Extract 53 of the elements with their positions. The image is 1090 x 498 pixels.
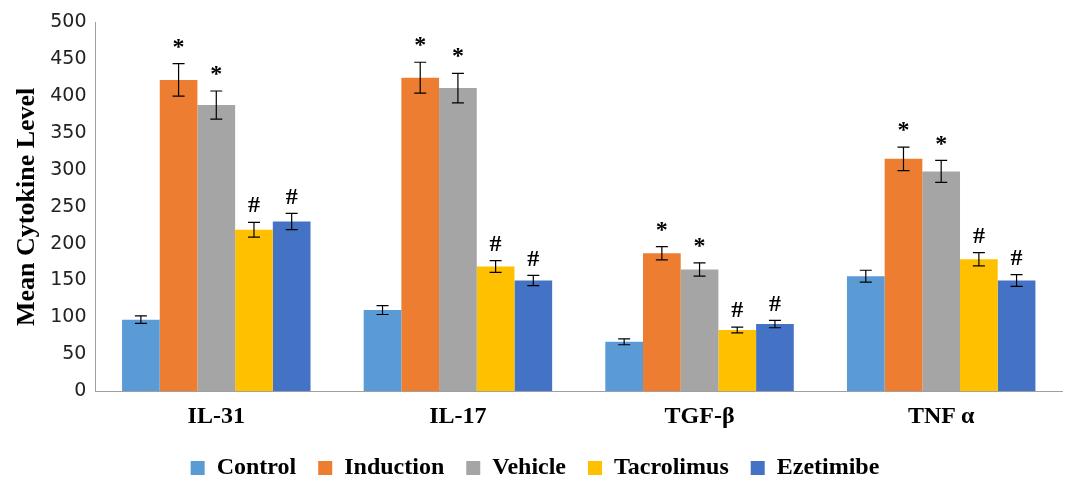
x-tick-label: IL-31 [187, 401, 245, 428]
y-tick-label: 250 [50, 193, 87, 216]
legend-label: Tacrolimus [614, 453, 729, 480]
data-label: # [731, 296, 744, 323]
bar [756, 324, 794, 392]
bar [514, 280, 553, 392]
bar [605, 341, 644, 392]
data-label: # [768, 289, 781, 316]
bar [884, 158, 923, 392]
data-label: * [693, 232, 706, 259]
bar [997, 280, 1036, 392]
data-label: # [489, 229, 502, 256]
y-tick-label: 150 [50, 267, 87, 290]
y-tick-label: 350 [50, 119, 87, 142]
bar [401, 77, 440, 392]
data-label: * [655, 215, 668, 242]
data-label: * [172, 32, 185, 59]
bar [122, 319, 160, 392]
bar [718, 329, 757, 392]
legend-label: Control [216, 453, 297, 480]
y-tick-label: 500 [50, 9, 87, 32]
legend-label: Vehicle [492, 453, 567, 480]
data-label: # [1010, 243, 1023, 270]
data-label: * [451, 42, 464, 69]
data-label: * [210, 60, 223, 87]
bar [159, 79, 198, 392]
y-tick-label: 200 [50, 230, 87, 253]
data-label: * [414, 31, 427, 58]
y-tick-label: 50 [62, 341, 87, 364]
bar [846, 276, 885, 392]
data-label: # [527, 244, 540, 271]
bar [643, 253, 681, 392]
y-tick-label: 400 [50, 83, 87, 106]
data-label: # [972, 221, 985, 248]
data-label: # [247, 191, 260, 218]
legend-label: Ezetimibe [776, 453, 880, 480]
y-tick-label: 100 [50, 304, 87, 327]
y-tick-label: 450 [50, 46, 87, 69]
y-axis-title: Mean Cytokine Level [11, 87, 41, 326]
bar [272, 221, 311, 392]
x-tick-label: TNF α [907, 401, 976, 428]
bar [363, 310, 402, 392]
x-tick-label: IL-17 [429, 401, 487, 428]
legend-label: Induction [344, 453, 445, 480]
data-label: # [285, 182, 298, 209]
data-label: * [935, 129, 948, 156]
y-tick-label: 0 [74, 378, 87, 401]
bar [235, 229, 273, 392]
y-tick-label: 300 [50, 156, 87, 179]
x-tick-label: TGF-β [664, 401, 735, 428]
bar [476, 266, 515, 392]
bar [960, 259, 998, 392]
data-label: * [897, 116, 910, 143]
